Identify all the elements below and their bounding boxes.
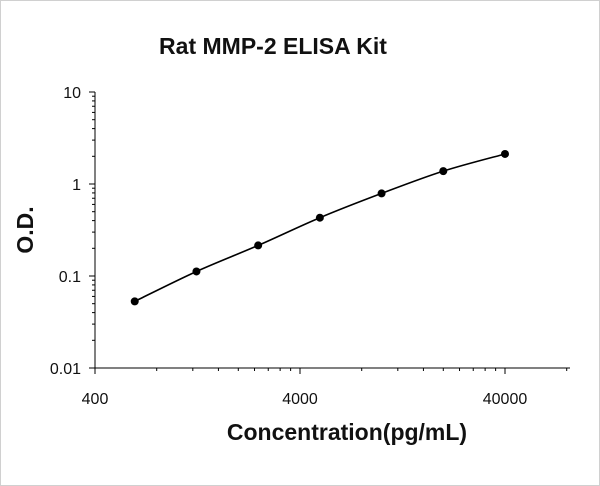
x-axis-tick-labels: 400 4000 40000 <box>82 391 528 408</box>
y-axis-ticks <box>89 91 95 369</box>
chart-title: Rat MMP-2 ELISA Kit <box>159 33 387 59</box>
data-point <box>501 149 509 158</box>
data-point <box>192 267 201 276</box>
y-tick-label: 10 <box>63 85 81 102</box>
data-points <box>130 149 509 306</box>
x-tick-label: 400 <box>82 391 109 408</box>
data-point <box>130 297 139 306</box>
y-tick-label: 0.1 <box>59 269 81 286</box>
x-tick-label: 40000 <box>483 391 528 408</box>
data-point <box>254 241 263 250</box>
y-tick-label: 0.01 <box>50 361 81 378</box>
y-tick-label: 1 <box>72 177 81 194</box>
y-axis-tick-labels: 10 1 0.1 0.01 <box>50 85 81 378</box>
trend-line <box>134 153 506 303</box>
data-point <box>315 213 324 222</box>
y-axis-label: O.D. <box>12 206 38 253</box>
x-tick-label: 4000 <box>282 391 318 408</box>
x-axis-ticks <box>94 368 568 374</box>
data-point <box>377 189 386 198</box>
data-point <box>439 167 448 176</box>
x-axis-label: Concentration(pg/mL) <box>227 419 467 445</box>
